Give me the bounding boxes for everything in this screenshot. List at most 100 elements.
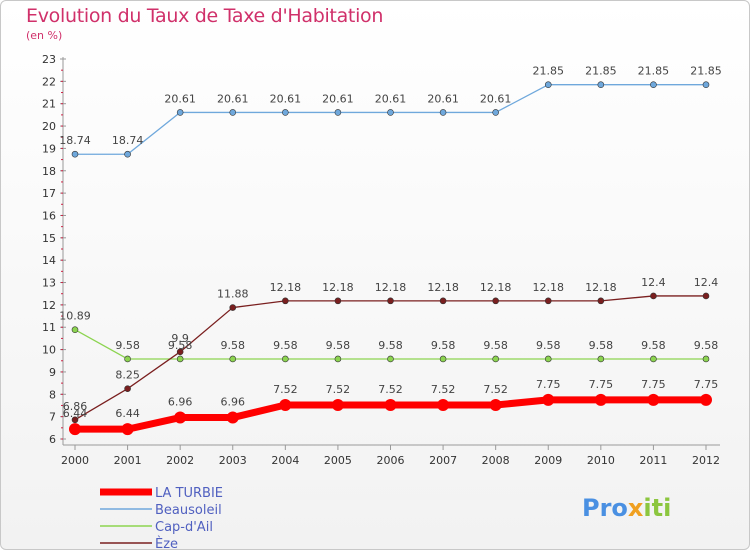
data-point <box>439 355 447 363</box>
x-tick-label: 2004 <box>271 454 299 467</box>
legend-label: Beausoleil <box>155 503 222 518</box>
y-tick-label: 22 <box>42 75 56 88</box>
x-tick-label: 2012 <box>692 454 720 467</box>
data-label: 9.58 <box>483 339 508 352</box>
data-label: 9.58 <box>115 339 140 352</box>
y-tick-label: 14 <box>42 254 56 267</box>
data-label: 7.52 <box>378 383 403 396</box>
data-label: 11.88 <box>217 288 249 301</box>
data-point <box>282 355 289 363</box>
chart-title: Evolution du Taux de Taxe d'Habitation <box>26 5 384 27</box>
data-point <box>334 109 342 116</box>
y-tick-label: 20 <box>42 120 56 133</box>
data-label: 9.58 <box>589 339 614 352</box>
y-tick-label: 13 <box>42 277 56 290</box>
data-label: 18.74 <box>59 134 91 147</box>
data-point <box>700 393 712 406</box>
data-point <box>594 393 607 406</box>
data-point <box>124 150 131 158</box>
chart-subtitle: (en %) <box>26 29 63 42</box>
data-label: 20.61 <box>217 92 249 105</box>
proxiti-logo: Proxiti <box>582 494 671 522</box>
x-tick-label: 2001 <box>114 454 142 467</box>
data-point <box>492 109 499 116</box>
data-label: 12.18 <box>322 281 354 294</box>
data-point <box>439 109 447 116</box>
x-tick-label: 2010 <box>587 454 615 467</box>
y-tick-label: 11 <box>42 321 56 334</box>
data-label: 18.74 <box>112 134 144 147</box>
data-point <box>124 385 131 393</box>
x-tick-label: 2000 <box>61 454 89 467</box>
data-label: 21.85 <box>690 65 722 78</box>
data-point <box>331 399 344 412</box>
data-point <box>489 399 502 412</box>
y-tick-label: 7 <box>49 411 56 424</box>
y-tick-label: 21 <box>42 98 56 111</box>
data-label: 12.18 <box>533 281 565 294</box>
data-label: 6.96 <box>168 396 193 409</box>
y-tick-label: 12 <box>42 299 56 312</box>
data-label: 6.96 <box>221 396 246 409</box>
data-point <box>124 355 131 363</box>
legend-label: Èze <box>155 536 178 550</box>
data-point <box>334 355 342 363</box>
data-label: 7.52 <box>326 383 351 396</box>
data-label: 12.18 <box>375 281 407 294</box>
data-point <box>176 109 184 116</box>
data-label: 12.4 <box>641 276 666 289</box>
legend-label: LA TURBIE <box>155 486 223 501</box>
data-point <box>492 297 499 305</box>
data-point <box>384 399 397 412</box>
data-label: 9.9 <box>171 332 189 345</box>
y-tick-label: 23 <box>42 53 56 66</box>
data-point <box>542 393 555 406</box>
data-label: 7.52 <box>273 383 298 396</box>
data-point <box>597 81 605 89</box>
data-point <box>437 399 450 412</box>
data-label: 9.58 <box>641 339 666 352</box>
y-tick-label: 17 <box>42 187 56 200</box>
data-point <box>650 355 657 363</box>
data-label: 9.58 <box>431 339 456 352</box>
data-label: 7.75 <box>694 378 719 391</box>
data-label: 7.75 <box>641 378 666 391</box>
data-point <box>71 416 79 424</box>
data-point <box>229 109 237 116</box>
data-label: 9.58 <box>221 339 246 352</box>
y-tick-label: 19 <box>42 142 56 155</box>
data-label: 20.61 <box>375 92 407 105</box>
data-point <box>71 150 79 158</box>
data-label: 9.58 <box>273 339 298 352</box>
data-point <box>176 348 184 356</box>
y-tick-label: 6 <box>49 433 56 446</box>
data-point <box>647 393 660 406</box>
data-label: 6.44 <box>63 407 88 420</box>
legend-label: Cap-d'Ail <box>155 520 213 535</box>
data-point <box>174 411 187 424</box>
data-point <box>650 81 657 89</box>
data-point <box>702 81 710 89</box>
data-point <box>544 81 552 89</box>
data-label: 7.75 <box>536 378 561 391</box>
y-tick-label: 15 <box>42 232 56 245</box>
data-point <box>597 297 605 305</box>
data-point <box>121 423 134 436</box>
data-label: 9.58 <box>694 339 719 352</box>
data-label: 20.61 <box>427 92 459 105</box>
data-point <box>69 423 81 436</box>
data-label: 12.18 <box>480 281 512 294</box>
y-tick-label: 8 <box>49 388 56 401</box>
data-point <box>229 304 237 311</box>
data-label: 7.52 <box>483 383 508 396</box>
data-label: 7.52 <box>431 383 456 396</box>
y-tick-label: 9 <box>49 366 56 379</box>
data-label: 20.61 <box>480 92 512 105</box>
x-tick-label: 2006 <box>377 454 405 467</box>
data-label: 12.18 <box>427 281 459 294</box>
data-label: 8.25 <box>115 369 140 382</box>
x-tick-label: 2009 <box>534 454 562 467</box>
x-tick-label: 2002 <box>166 454 194 467</box>
